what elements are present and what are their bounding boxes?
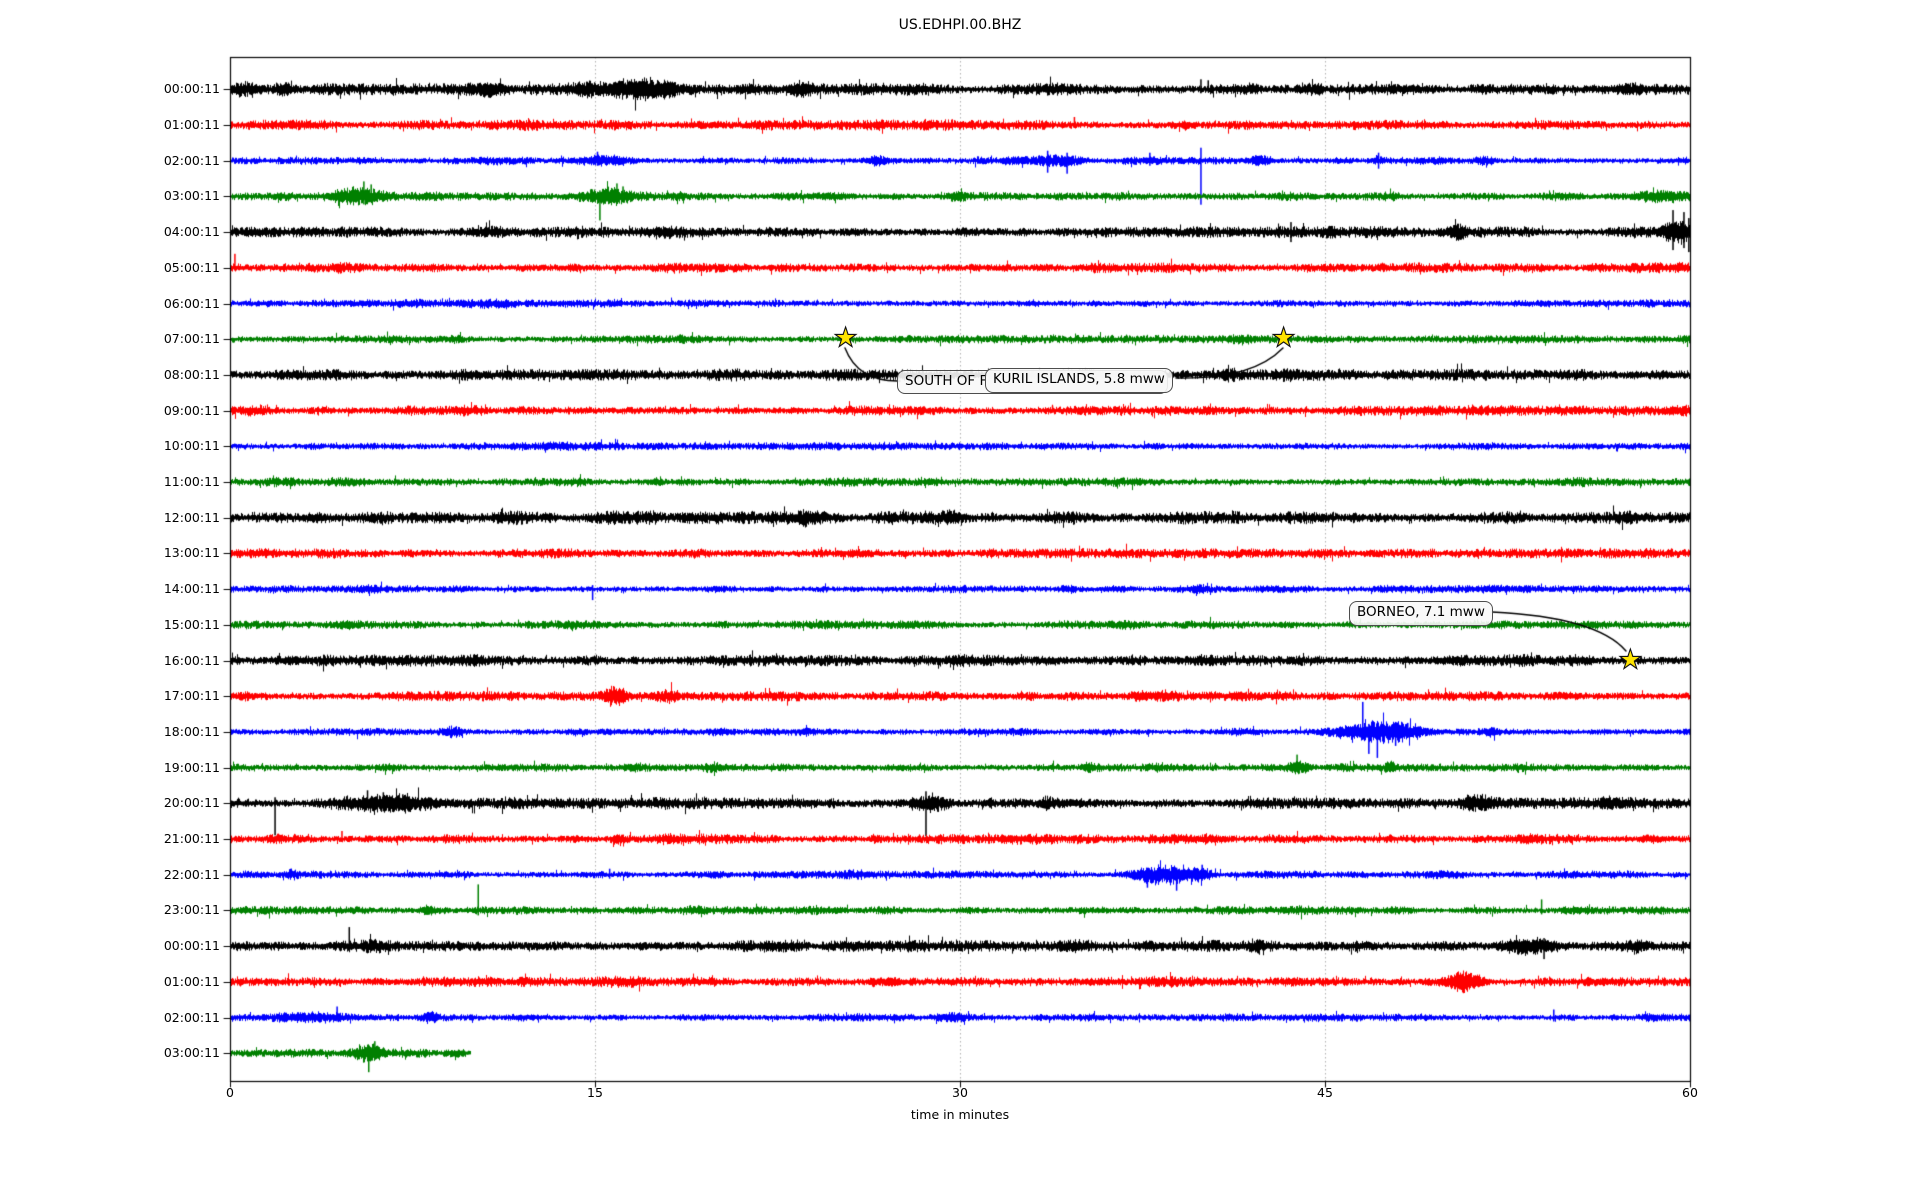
trace-time-label: 21:00:11: [163, 831, 220, 846]
trace-time-label: 06:00:11: [163, 295, 220, 311]
trace-time-label: 04:00:11: [163, 224, 220, 240]
event-annotation: KURIL ISLANDS, 5.8 mww: [985, 368, 1173, 393]
trace-time-label: 10:00:11: [163, 438, 220, 454]
trace-time-label: 00:00:11: [163, 938, 220, 954]
trace-time-label: 11:00:11: [163, 474, 220, 489]
event-star-icon: ★: [1271, 322, 1296, 354]
trace-time-label: 16:00:11: [163, 652, 220, 668]
trace-time-label: 17:00:11: [163, 688, 220, 704]
trace-time-label: 01:00:11: [163, 973, 220, 989]
trace-time-label: 09:00:11: [163, 402, 220, 418]
page-title: US.EDHPI.00.BHZ: [898, 17, 1022, 33]
x-tick-label: 0: [226, 1085, 234, 1100]
event-star-icon: ★: [1618, 644, 1643, 676]
trace-time-label: 03:00:11: [163, 1045, 220, 1061]
trace-time-label: 05:00:11: [163, 259, 220, 275]
trace-time-label: 22:00:11: [163, 866, 220, 882]
x-tick-label: 30: [952, 1085, 968, 1100]
x-tick-label: 60: [1682, 1085, 1698, 1100]
trace-time-label: 15:00:11: [163, 616, 220, 632]
trace-time-label: 02:00:11: [163, 1009, 220, 1025]
trace-time-label: 02:00:11: [163, 152, 220, 168]
trace-time-label: 18:00:11: [163, 723, 220, 739]
trace-time-label: 19:00:11: [163, 759, 220, 775]
trace-time-label: 01:00:11: [163, 117, 220, 132]
trace-time-label: 13:00:11: [163, 545, 220, 561]
x-tick-label: 45: [1317, 1085, 1333, 1100]
trace-time-label: 14:00:11: [163, 581, 220, 597]
x-tick-label: 15: [587, 1085, 603, 1100]
trace-time-label: 07:00:11: [163, 331, 220, 347]
trace-time-label: 20:00:11: [163, 795, 220, 811]
trace-time-label: 00:00:11: [163, 81, 220, 97]
trace-time-label: 23:00:11: [163, 902, 220, 918]
event-annotation: BORNEO, 7.1 mww: [1349, 601, 1493, 626]
trace-time-label: 12:00:11: [163, 509, 220, 525]
x-axis-label: time in minutes: [910, 1107, 1010, 1122]
trace-time-label: 08:00:11: [163, 366, 220, 382]
event-star-icon: ★: [833, 322, 858, 354]
trace-time-label: 03:00:11: [163, 188, 220, 204]
